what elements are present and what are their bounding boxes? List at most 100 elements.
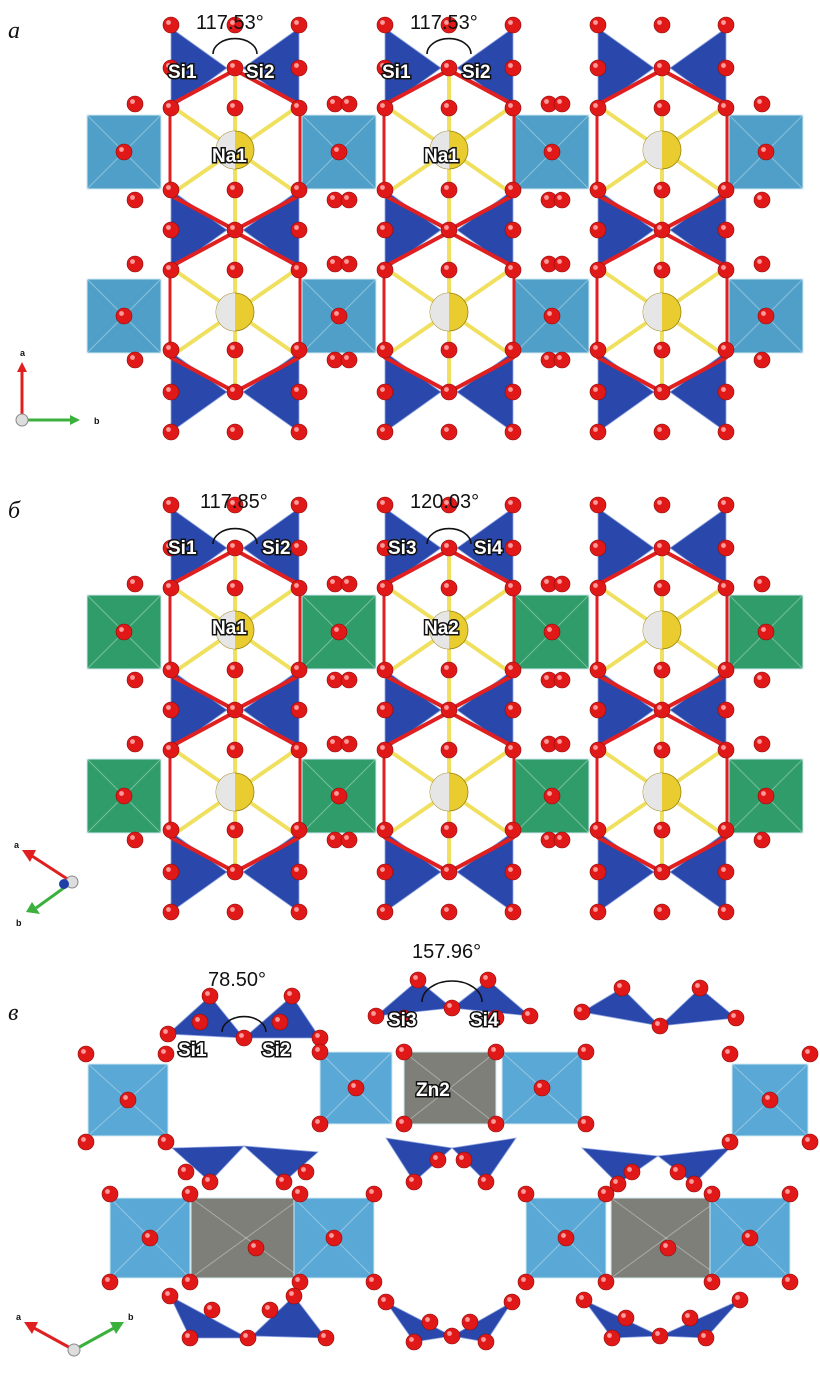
oxygen-highlight [761, 311, 766, 316]
oxygen-atom [226, 741, 244, 759]
atom-label-si2: Si2 [246, 62, 275, 83]
axis-a-head [24, 1322, 38, 1334]
oxygen-highlight [166, 20, 171, 25]
angle-arc [212, 527, 258, 545]
oxygen-atom [376, 821, 394, 839]
oxygen-highlight [185, 1189, 190, 1194]
sodium-vacancy-fraction [643, 131, 662, 169]
bond [234, 230, 301, 269]
oxygen-highlight [369, 1189, 374, 1194]
oxygen-atom [440, 423, 458, 441]
oxygen-highlight [607, 1333, 612, 1338]
oxygen-highlight [301, 1167, 306, 1172]
oxygen-highlight [508, 665, 513, 670]
oxygen-atom [781, 1273, 799, 1291]
bond [169, 673, 236, 712]
oxygen-highlight [425, 1317, 430, 1322]
oxygen-highlight [294, 225, 299, 230]
oxygen-atom [126, 191, 144, 209]
oxygen-atom [504, 701, 522, 719]
oxygen-highlight [547, 791, 552, 796]
oxygen-highlight [243, 1333, 248, 1338]
oxygen-atom [589, 661, 607, 679]
oxygen-highlight [230, 867, 235, 872]
oxygen-highlight [294, 103, 299, 108]
oxygen-highlight [294, 705, 299, 710]
oxygen-highlight [557, 259, 562, 264]
oxygen-atom [141, 1229, 159, 1247]
oxygen-highlight [525, 1011, 530, 1016]
oxygen-highlight [380, 665, 385, 670]
oxygen-highlight [344, 739, 349, 744]
bond [169, 355, 236, 394]
oxygen-atom [181, 1185, 199, 1203]
oxygen-atom [717, 579, 735, 597]
oxygen-atom [753, 831, 771, 849]
oxygen-atom [290, 221, 308, 239]
si-tetrahedron [374, 979, 453, 1017]
bond [234, 710, 301, 749]
oxygen-atom [290, 741, 308, 759]
oxygen-highlight [380, 225, 385, 230]
oxygen-highlight [195, 1017, 200, 1022]
oxygen-atom [721, 1133, 739, 1151]
octahedron-edge [610, 1197, 722, 1279]
oxygen-atom [753, 735, 771, 753]
oxygen-highlight [330, 739, 335, 744]
oxygen-atom [651, 1017, 669, 1035]
oxygen-atom [753, 95, 771, 113]
oxygen-atom [101, 1273, 119, 1291]
oxygen-atom [504, 181, 522, 199]
oxygen-atom [161, 1287, 179, 1305]
bond [169, 230, 236, 269]
oxygen-highlight [491, 1119, 496, 1124]
bond [661, 68, 728, 107]
oxygen-atom [504, 579, 522, 597]
oxygen-atom [504, 221, 522, 239]
sodium-vacancy-fraction [430, 773, 449, 811]
oxygen-highlight [161, 1049, 166, 1054]
oxygen-highlight [785, 1189, 790, 1194]
oxygen-highlight [409, 1337, 414, 1342]
oxygen-atom [290, 661, 308, 679]
oxygen-highlight [205, 1177, 210, 1182]
oxygen-atom [395, 1043, 413, 1061]
angle-label-2: 117.53° [410, 12, 478, 34]
oxygen-highlight [130, 579, 135, 584]
atom-label-si3: Si3 [388, 1010, 417, 1031]
oxygen-atom [589, 221, 607, 239]
oxygen-highlight [330, 835, 335, 840]
oxygen-atom [589, 863, 607, 881]
oxygen-atom [290, 16, 308, 34]
oxygen-atom [487, 1115, 505, 1133]
oxygen-atom [440, 99, 458, 117]
oxygen-atom [77, 1133, 95, 1151]
oxygen-atom [330, 143, 348, 161]
oxygen-highlight [399, 1047, 404, 1052]
oxygen-highlight [508, 907, 513, 912]
oxygen-highlight [230, 665, 235, 670]
oxygen-atom [226, 539, 244, 557]
oxygen-atom [753, 671, 771, 689]
oxygen-highlight [444, 583, 449, 588]
oxygen-atom [115, 623, 133, 641]
oxygen-highlight [544, 195, 549, 200]
oxygen-atom [653, 423, 671, 441]
oxygen-highlight [557, 579, 562, 584]
oxygen-atom [653, 221, 671, 239]
oxygen-atom [553, 95, 571, 113]
oxygen-highlight [181, 1167, 186, 1172]
bond [169, 835, 236, 874]
angle-arc [426, 527, 472, 545]
oxygen-atom [376, 221, 394, 239]
oxygen-atom [717, 539, 735, 557]
oxygen-atom [271, 1013, 289, 1031]
bond [234, 193, 301, 232]
oxygen-highlight [508, 825, 513, 830]
oxygen-atom [517, 1185, 535, 1203]
oxygen-highlight [295, 1277, 300, 1282]
oxygen-atom [376, 903, 394, 921]
oxygen-atom [162, 701, 180, 719]
oxygen-atom [440, 539, 458, 557]
